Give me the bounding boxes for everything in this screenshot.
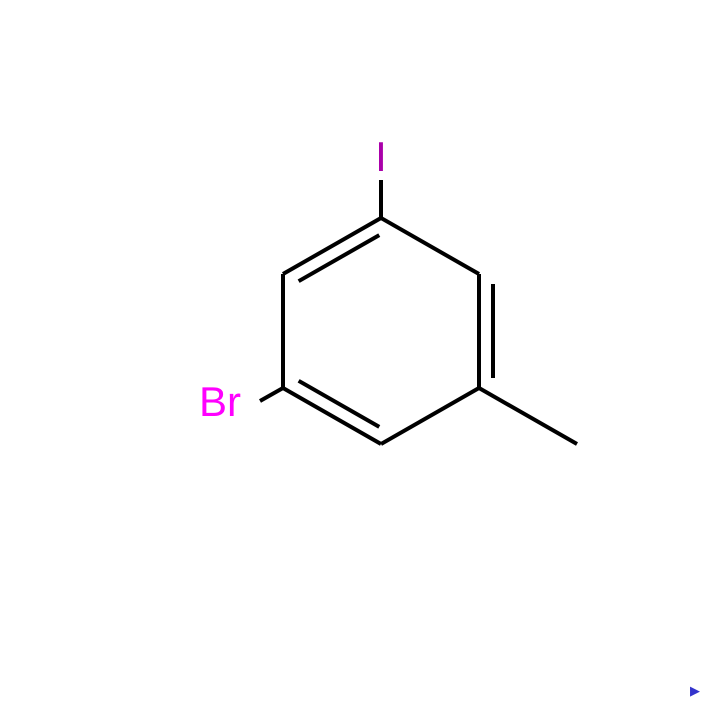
play-icon: ▶ (690, 683, 700, 698)
molecule-canvas: I Br ▶ (0, 0, 712, 712)
bond-to-bromine (260, 388, 283, 401)
bond (381, 218, 479, 274)
bond (283, 388, 381, 444)
bond (381, 388, 479, 444)
bromine-label: Br (199, 378, 241, 425)
bond (283, 218, 381, 274)
bond-to-methyl (479, 388, 577, 444)
iodine-label: I (375, 133, 387, 180)
